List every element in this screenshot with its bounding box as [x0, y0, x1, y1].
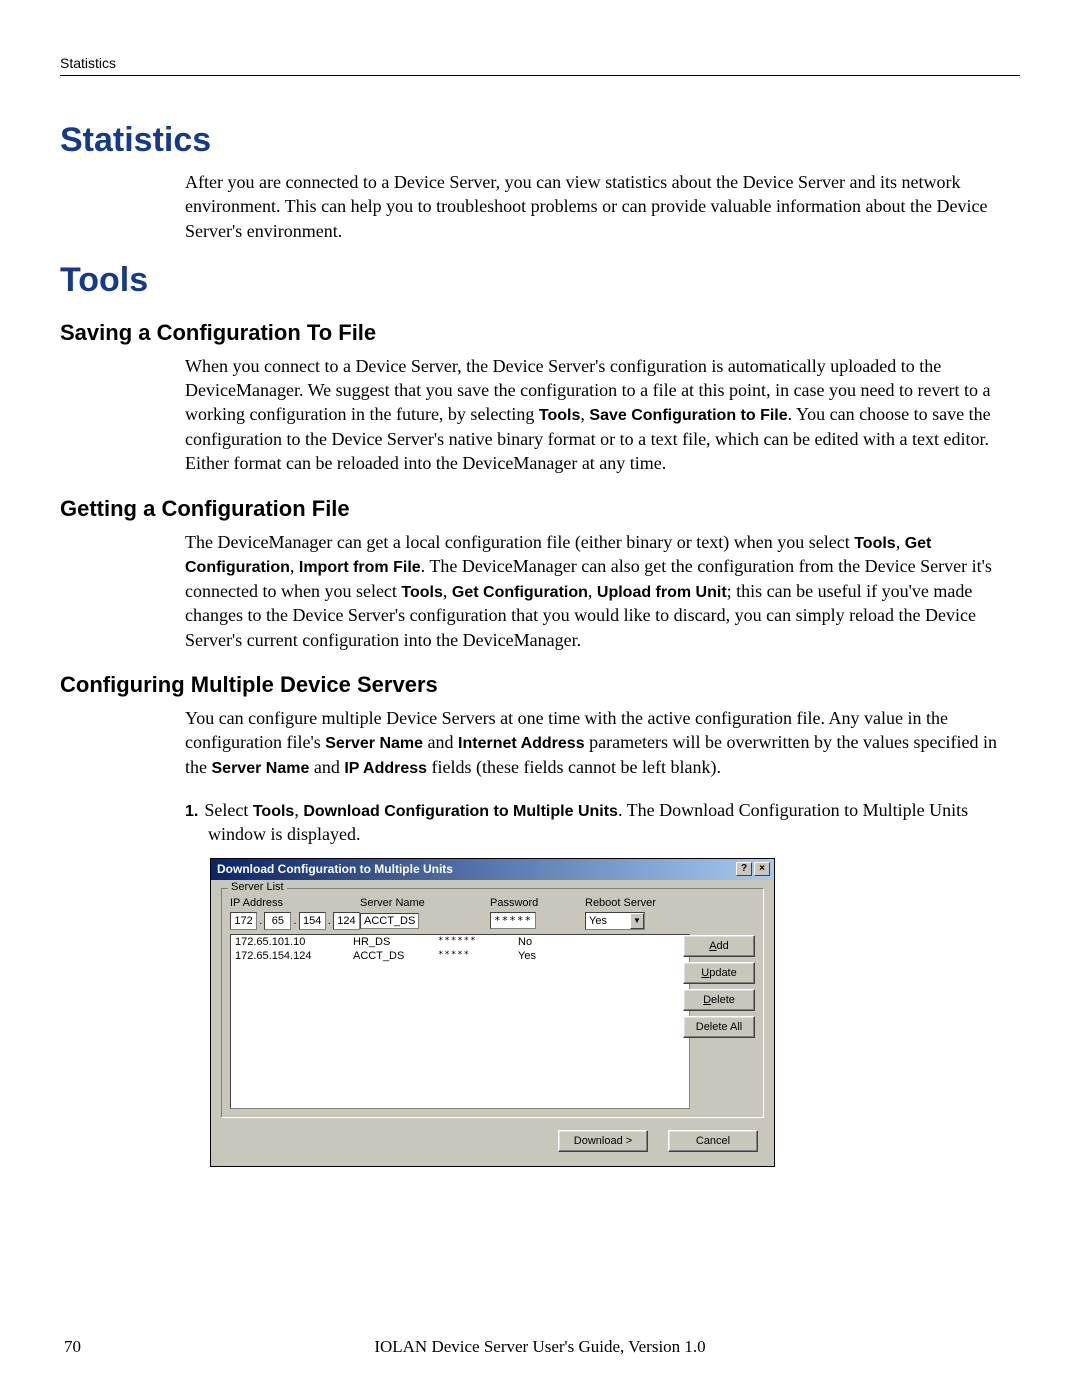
ip-octet-4[interactable]: 124 [333, 912, 360, 930]
text: and [309, 757, 344, 777]
cell-ip: 172.65.154.124 [235, 950, 353, 962]
help-icon[interactable]: ? [736, 862, 752, 876]
bold: Upload from Unit [597, 584, 727, 601]
ip-octet-2[interactable]: 65 [264, 912, 291, 930]
server-list-fieldset: Server List IP Address Server Name Passw… [221, 888, 764, 1118]
server-name-input[interactable]: ACCT_DS [360, 913, 419, 929]
col-header-server-name: Server Name [360, 897, 490, 909]
h1-statistics: Statistics [60, 121, 1020, 160]
h2-saving: Saving a Configuration To File [60, 320, 1020, 346]
server-list-legend: Server List [228, 881, 287, 893]
h2-multi: Configuring Multiple Device Servers [60, 672, 1020, 698]
text: fields (these fields cannot be left blan… [427, 757, 721, 777]
delete-all-button[interactable]: Delete All [683, 1016, 755, 1038]
h1-tools: Tools [60, 261, 1020, 300]
cell-server-name: ACCT_DS [353, 950, 438, 962]
ip-octet-1[interactable]: 172 [230, 912, 257, 930]
multi-paragraph: You can configure multiple Device Server… [185, 706, 1020, 779]
text: , [588, 581, 597, 601]
text: , [294, 800, 303, 820]
cell-ip: 172.65.101.10 [235, 936, 353, 948]
ip-address-input[interactable]: 172. 65. 154. 124 [230, 912, 360, 930]
cell-password: ***** [438, 950, 518, 962]
step-1: 1.Select Tools, Download Configuration t… [208, 798, 1020, 847]
bold: IP Address [344, 760, 427, 777]
bold: Server Name [325, 735, 423, 752]
cell-reboot: Yes [518, 950, 558, 962]
reboot-value: Yes [589, 915, 607, 927]
text: Select [204, 800, 252, 820]
cell-reboot: No [518, 936, 558, 948]
bold: Tools [253, 803, 294, 820]
bold: Internet Address [458, 735, 585, 752]
dialog-title: Download Configuration to Multiple Units [217, 862, 453, 876]
statistics-paragraph: After you are connected to a Device Serv… [185, 170, 1020, 243]
dot: . [291, 915, 298, 927]
download-button[interactable]: Download > [558, 1130, 648, 1152]
step-number: 1. [185, 803, 204, 820]
col-header-ip: IP Address [230, 897, 360, 909]
bold: Tools [854, 535, 895, 552]
dialog-titlebar[interactable]: Download Configuration to Multiple Units… [211, 859, 774, 880]
cell-server-name: HR_DS [353, 936, 438, 948]
col-header-reboot: Reboot Server [585, 897, 690, 909]
running-header: Statistics [60, 55, 1020, 76]
update-button[interactable]: Update [683, 962, 755, 984]
underline: D [703, 994, 711, 1006]
password-input[interactable]: ***** [490, 912, 536, 929]
cell-password: ****** [438, 936, 518, 948]
bold: Save Configuration to File [589, 407, 787, 424]
bold: Tools [401, 584, 442, 601]
bold: Import from File [299, 559, 421, 576]
h2-getting: Getting a Configuration File [60, 496, 1020, 522]
dot: . [326, 915, 333, 927]
reboot-server-select[interactable]: Yes ▼ [585, 912, 645, 930]
saving-paragraph: When you connect to a Device Server, the… [185, 354, 1020, 476]
close-icon[interactable]: × [754, 862, 770, 876]
text: , [443, 581, 452, 601]
cancel-button[interactable]: Cancel [668, 1130, 758, 1152]
delete-button[interactable]: Delete [683, 989, 755, 1011]
underline: A [709, 940, 716, 952]
list-item[interactable]: 172.65.154.124 ACCT_DS ***** Yes [231, 949, 689, 963]
text: The DeviceManager can get a local config… [185, 532, 854, 552]
underline: U [701, 967, 709, 979]
bold: Get Configuration [452, 584, 588, 601]
list-item[interactable]: 172.65.101.10 HR_DS ****** No [231, 935, 689, 949]
ip-octet-3[interactable]: 154 [299, 912, 326, 930]
dot: . [257, 915, 264, 927]
text: , [290, 556, 299, 576]
text: , [896, 532, 905, 552]
bold: Tools [539, 407, 580, 424]
chevron-down-icon[interactable]: ▼ [630, 913, 644, 929]
footer-title: IOLAN Device Server User's Guide, Versio… [60, 1337, 1020, 1357]
bold: Download Configuration to Multiple Units [303, 803, 618, 820]
getting-paragraph: The DeviceManager can get a local config… [185, 530, 1020, 652]
server-listbox[interactable]: 172.65.101.10 HR_DS ****** No 172.65.154… [230, 934, 690, 1109]
dialog-download-config: Download Configuration to Multiple Units… [210, 858, 775, 1167]
col-header-password: Password [490, 897, 585, 909]
text: and [423, 732, 458, 752]
bold: Server Name [212, 760, 310, 777]
add-button[interactable]: Add [683, 935, 755, 957]
